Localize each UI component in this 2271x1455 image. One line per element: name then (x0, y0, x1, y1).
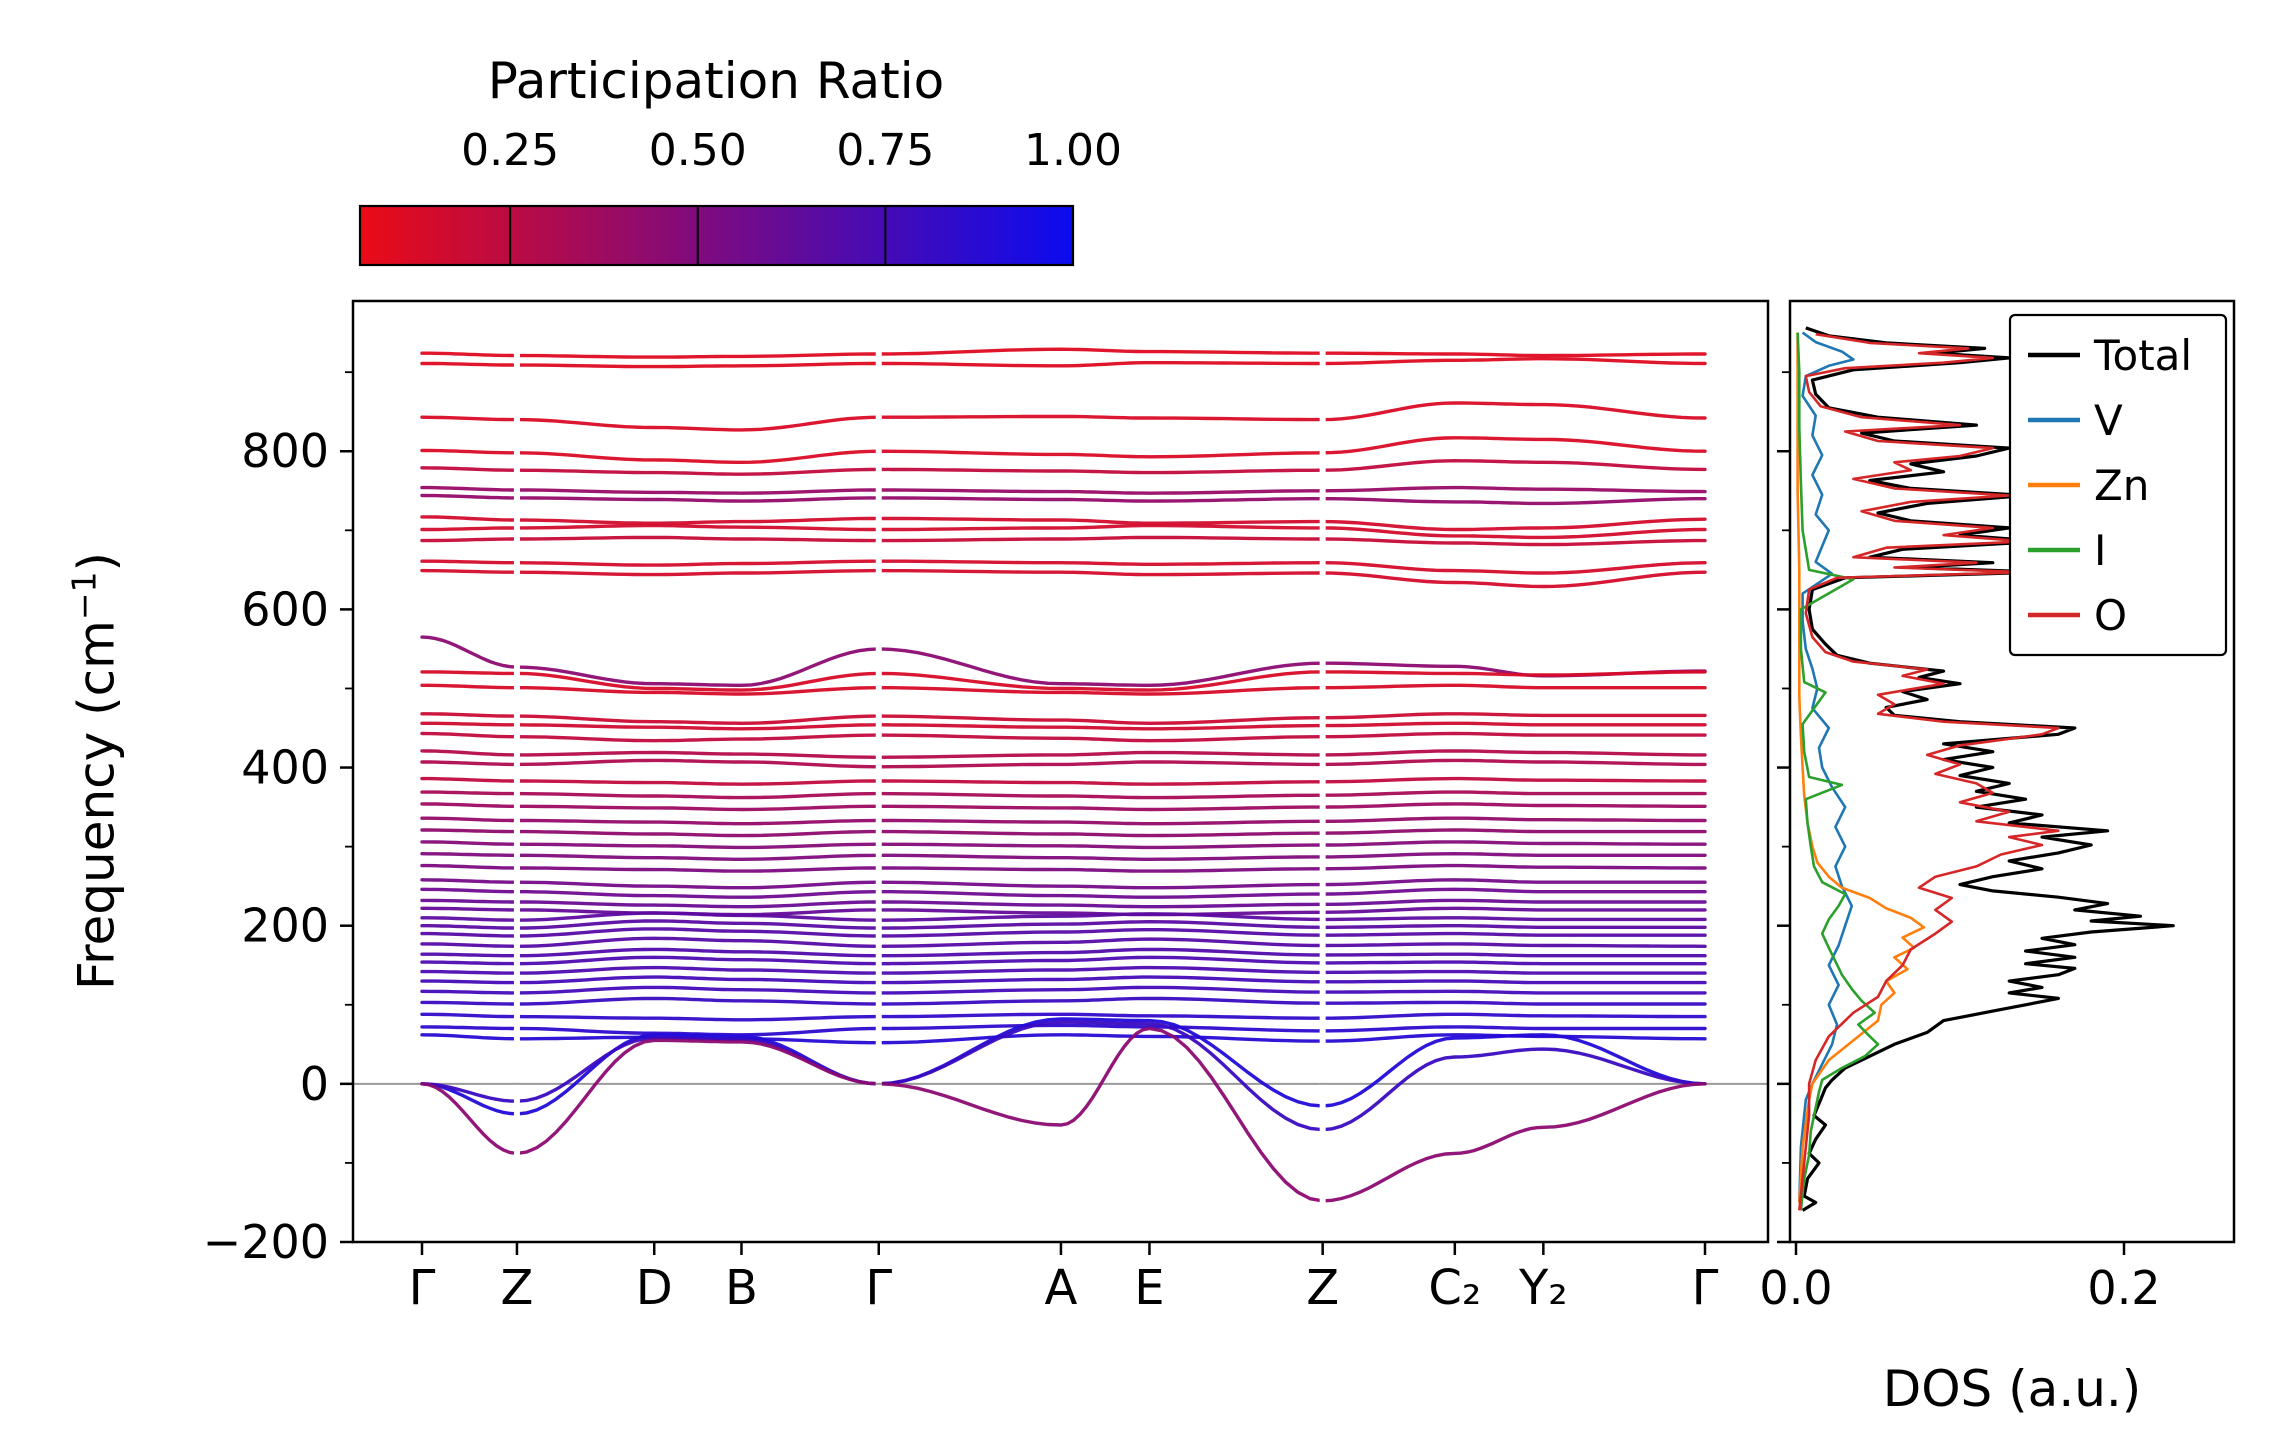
phonon-band (420, 436, 1707, 464)
phonon-band (420, 927, 1707, 938)
dos-curves (1796, 326, 2175, 1212)
phonon-band (420, 965, 1707, 975)
phonon-band (420, 458, 1707, 476)
phonon-band (420, 790, 1707, 800)
phonon-band (420, 523, 1707, 540)
phonon-band (420, 955, 1707, 966)
kpoint-label: A (1045, 1260, 1078, 1316)
kpoint-label: Γ (409, 1260, 436, 1316)
phonon-band (420, 1012, 1707, 1022)
colorbar-gradient (360, 206, 1073, 265)
kpoint-label: E (1134, 1260, 1164, 1316)
legend-label-o: O (2094, 591, 2127, 640)
dos-axes-frame (1788, 299, 2236, 1244)
band-axes-frame (351, 299, 1770, 1244)
phonon-band (420, 985, 1707, 995)
colorbar-tick-label: 0.50 (649, 125, 747, 176)
phonon-band (420, 670, 1707, 692)
colorbar-tick-label: 1.00 (1024, 125, 1122, 176)
dos-series-zn (1796, 332, 1926, 1203)
segment-break-gap (1319, 303, 1326, 1240)
phonon-band (420, 898, 1707, 909)
kpoint-label: Γ (865, 1260, 892, 1316)
phonon-band (420, 776, 1707, 786)
phonon-band (420, 906, 1707, 917)
phonon-band (420, 887, 1707, 899)
legend-label-total: Total (2093, 331, 2192, 380)
dos-series-i (1796, 332, 1880, 1211)
phonon-band (420, 559, 1707, 575)
segment-break-gap (513, 303, 520, 1240)
phonon-band (420, 347, 1707, 359)
phonon-band (420, 683, 1707, 696)
phonon-band (420, 758, 1707, 769)
kpoint-label: Z (500, 1260, 533, 1316)
dos-series-v (1798, 331, 1855, 1203)
kpoint-label: Y₂ (1518, 1260, 1568, 1316)
phonon-band (420, 975, 1707, 985)
band-lines (420, 303, 1707, 1240)
phonon-band (420, 947, 1707, 958)
phonon-band (420, 996, 1707, 1006)
phonon-band (420, 401, 1707, 432)
y-tick-label: 400 (241, 741, 329, 795)
y-axis-label-close: ) (67, 551, 126, 572)
y-tick-label: 600 (241, 582, 329, 636)
kpoint-label: Γ (1692, 1260, 1719, 1316)
dos-series-total (1801, 326, 2175, 1212)
phonon-band (420, 1033, 1707, 1045)
dos-x-tick-label: 0.0 (1759, 1261, 1832, 1315)
y-tick-label: 0 (300, 1057, 329, 1111)
phonon-band (420, 878, 1707, 890)
phonon-band (420, 840, 1707, 850)
segment-break-gap (875, 303, 882, 1240)
phonon-band (420, 1020, 1707, 1132)
colorbar-tick-label: 0.75 (836, 125, 934, 176)
phonon-band (420, 911, 1707, 922)
y-tick-label: −200 (203, 1215, 329, 1269)
colorbar-tick-label: 0.25 (461, 125, 559, 176)
dos-x-tick-label: 0.2 (2087, 1261, 2160, 1315)
kpoint-label: Z (1306, 1260, 1339, 1316)
y-axis-label: Frequency (cm−1) (65, 552, 126, 990)
kpoint-label: C₂ (1428, 1260, 1481, 1316)
phonon-band (420, 828, 1707, 838)
dos-series-o (1798, 332, 2060, 1211)
y-tick-label: 200 (241, 899, 329, 953)
phonon-band (420, 515, 1707, 532)
colorbar-title: Participation Ratio (487, 52, 945, 110)
phonon-band (420, 1023, 1707, 1037)
phonon-band (420, 635, 1707, 687)
phonon-band (420, 493, 1707, 506)
phonon-band (420, 802, 1707, 812)
y-tick-label: 800 (241, 424, 329, 478)
phonon-band (420, 816, 1707, 826)
dos-legend-box (2008, 313, 2228, 657)
phonon-band (420, 1026, 1707, 1203)
colorbar-frame (358, 204, 1075, 267)
phonon-band (420, 851, 1707, 861)
legend-label-i: I (2094, 526, 2106, 575)
phonon-band (420, 568, 1707, 589)
kpoint-label: B (725, 1260, 758, 1316)
y-axis-label-text: Frequency (cm (67, 620, 126, 991)
phonon-band (420, 535, 1707, 547)
phonon-band (420, 712, 1707, 726)
phonon-band (420, 936, 1707, 949)
phonon-band (420, 749, 1707, 760)
phonon-band (420, 357, 1707, 369)
legend-label-zn: Zn (2094, 461, 2149, 510)
phonon-band (420, 721, 1707, 731)
kpoint-label: D (636, 1260, 673, 1316)
dos-x-axis-label: DOS (a.u.) (1882, 1360, 2142, 1418)
phonon-band (420, 485, 1707, 495)
legend-label-v: V (2094, 396, 2123, 445)
y-axis-label-superscript: −1 (64, 571, 104, 621)
phonon-band (420, 919, 1707, 930)
phonon-band (420, 731, 1707, 743)
phonon-band (420, 863, 1707, 873)
